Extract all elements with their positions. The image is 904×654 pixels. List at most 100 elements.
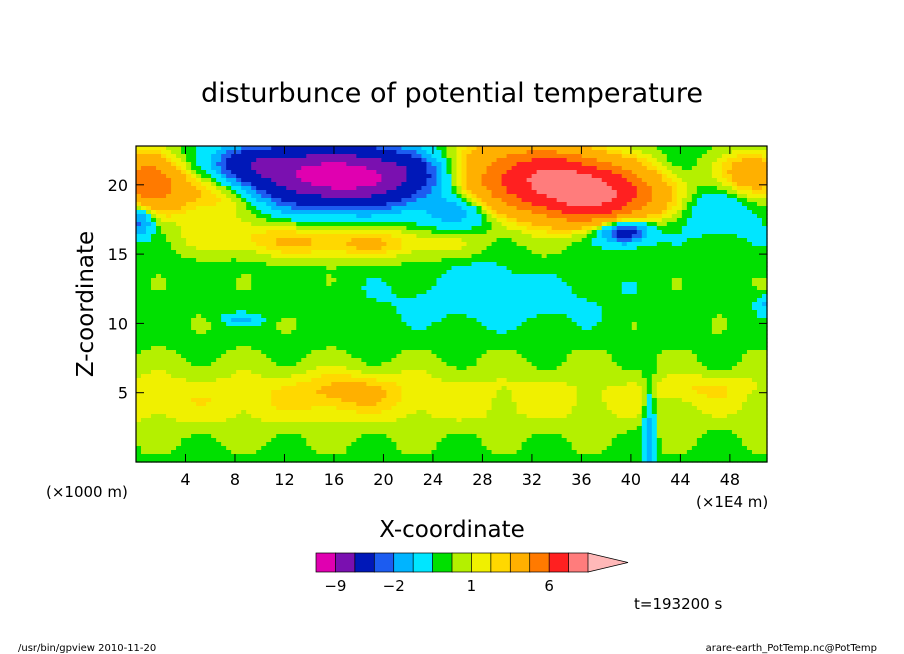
field-cell xyxy=(686,170,693,175)
field-cell xyxy=(271,290,277,295)
field-cell xyxy=(396,214,403,219)
field-cell xyxy=(566,238,573,243)
field-cell xyxy=(136,294,142,299)
field-cell xyxy=(471,194,478,199)
field-cell xyxy=(271,154,277,159)
field-cell xyxy=(436,258,443,263)
field-cell xyxy=(506,162,513,167)
field-cell xyxy=(201,182,207,187)
field-cell xyxy=(541,170,548,175)
field-cell xyxy=(321,242,327,247)
field-cell xyxy=(726,226,733,231)
field-cell xyxy=(301,158,307,163)
field-cell xyxy=(451,178,458,183)
field-cell xyxy=(246,170,252,175)
field-cell xyxy=(571,262,578,267)
field-cell xyxy=(416,222,423,227)
field-cell xyxy=(601,194,608,199)
field-cell xyxy=(556,238,563,243)
field-cell xyxy=(631,298,638,303)
field-cell xyxy=(661,230,668,235)
field-cell xyxy=(351,302,357,307)
field-cell xyxy=(151,154,157,159)
field-cell xyxy=(446,174,453,179)
field-cell xyxy=(341,234,347,239)
field-cell xyxy=(531,234,538,239)
field-cell xyxy=(316,222,322,227)
field-cell xyxy=(381,194,387,199)
field-cell xyxy=(516,238,523,243)
field-cell xyxy=(761,178,768,183)
field-cell xyxy=(646,270,653,275)
field-cell xyxy=(521,254,528,259)
field-cell xyxy=(711,234,718,239)
field-cell xyxy=(506,166,513,171)
field-cell xyxy=(331,178,337,183)
field-cell xyxy=(536,274,543,279)
field-cell xyxy=(591,146,598,151)
field-cell xyxy=(246,174,252,179)
field-cell xyxy=(446,218,453,223)
field-cell xyxy=(761,222,768,227)
field-cell xyxy=(691,154,698,159)
field-cell xyxy=(336,230,342,235)
field-cell xyxy=(421,146,428,151)
field-cell xyxy=(361,170,367,175)
field-cell xyxy=(171,214,177,219)
field-cell xyxy=(616,182,623,187)
field-cell xyxy=(701,274,708,279)
field-cell xyxy=(471,298,478,303)
field-cell xyxy=(296,206,302,211)
field-cell xyxy=(231,246,237,251)
field-cell xyxy=(656,254,663,259)
field-cell xyxy=(741,274,748,279)
field-cell xyxy=(521,202,528,207)
field-cell xyxy=(676,194,683,199)
field-cell xyxy=(706,274,713,279)
field-cell xyxy=(211,178,217,183)
field-cell xyxy=(651,250,658,255)
field-cell xyxy=(656,146,663,151)
field-cell xyxy=(401,294,408,299)
field-cell xyxy=(226,290,232,295)
field-cell xyxy=(361,182,367,187)
field-cell xyxy=(511,234,518,239)
field-cell xyxy=(446,266,453,271)
field-cell xyxy=(176,186,182,191)
field-cell xyxy=(416,226,423,231)
field-cell xyxy=(616,194,623,199)
field-cell xyxy=(181,278,187,283)
field-cell xyxy=(601,258,608,263)
field-cell xyxy=(566,294,573,299)
field-cell xyxy=(206,234,212,239)
field-cell xyxy=(411,298,418,303)
field-cell xyxy=(726,162,733,167)
field-cell xyxy=(146,238,152,243)
field-cell xyxy=(431,242,438,247)
field-cell xyxy=(151,286,157,291)
field-cell xyxy=(666,274,673,279)
field-cell xyxy=(311,230,317,235)
field-cell xyxy=(411,246,418,251)
field-cell xyxy=(681,214,688,219)
field-cell xyxy=(361,158,367,163)
field-cell xyxy=(606,158,613,163)
field-cell xyxy=(621,190,628,195)
field-cell xyxy=(206,230,212,235)
field-cell xyxy=(441,238,448,243)
field-cell xyxy=(611,226,618,231)
field-cell xyxy=(621,218,628,223)
field-cell xyxy=(721,210,728,215)
field-cell xyxy=(191,294,197,299)
field-cell xyxy=(516,286,523,291)
field-cell xyxy=(261,298,267,303)
field-cell xyxy=(466,246,473,251)
field-cell xyxy=(511,210,518,215)
field-cell xyxy=(656,162,663,167)
field-cell xyxy=(541,270,548,275)
field-cell xyxy=(276,194,282,199)
field-cell xyxy=(616,266,623,271)
field-cell xyxy=(146,194,152,199)
field-cell xyxy=(386,218,393,223)
field-cell xyxy=(671,266,678,271)
